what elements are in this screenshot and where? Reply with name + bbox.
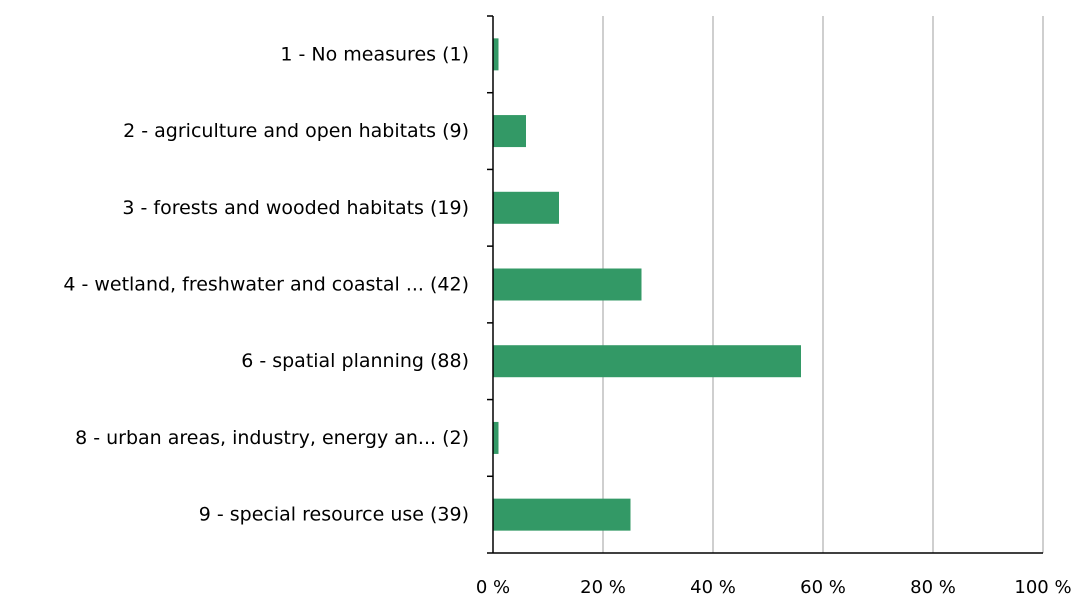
category-label-5: 6 - spatial planning (88) bbox=[241, 350, 469, 372]
x-tick-label-60: 60 % bbox=[800, 577, 846, 598]
bar-4 bbox=[493, 268, 642, 301]
x-tick-label-80: 80 % bbox=[910, 577, 956, 598]
bar-1 bbox=[493, 38, 499, 71]
x-tick-label-40: 40 % bbox=[690, 577, 736, 598]
bar-7 bbox=[493, 498, 631, 531]
category-label-3: 3 - forests and wooded habitats (19) bbox=[122, 197, 469, 219]
category-label-6: 8 - urban areas, industry, energy an... … bbox=[75, 427, 469, 449]
bar-5 bbox=[493, 345, 801, 378]
category-labels: 1 - No measures (1) 2 - agriculture and o… bbox=[63, 43, 469, 525]
bars bbox=[493, 38, 801, 531]
category-label-2: 2 - agriculture and open habitats (9) bbox=[123, 120, 469, 142]
bar-3 bbox=[493, 191, 559, 224]
gridlines bbox=[602, 16, 1044, 553]
x-tick-label-20: 20 % bbox=[580, 577, 626, 598]
bar-6 bbox=[493, 421, 499, 454]
x-tick-labels: 0 % 20 % 40 % 60 % 80 % 100 % bbox=[476, 577, 1072, 598]
axes bbox=[487, 15, 1043, 554]
x-tick-label-0: 0 % bbox=[476, 577, 510, 598]
category-label-7: 9 - special resource use (39) bbox=[199, 504, 469, 526]
x-tick-label-100: 100 % bbox=[1014, 577, 1071, 598]
category-label-1: 1 - No measures (1) bbox=[280, 43, 469, 65]
bar-2 bbox=[493, 115, 526, 148]
category-label-4: 4 - wetland, freshwater and coastal ... … bbox=[63, 274, 469, 296]
